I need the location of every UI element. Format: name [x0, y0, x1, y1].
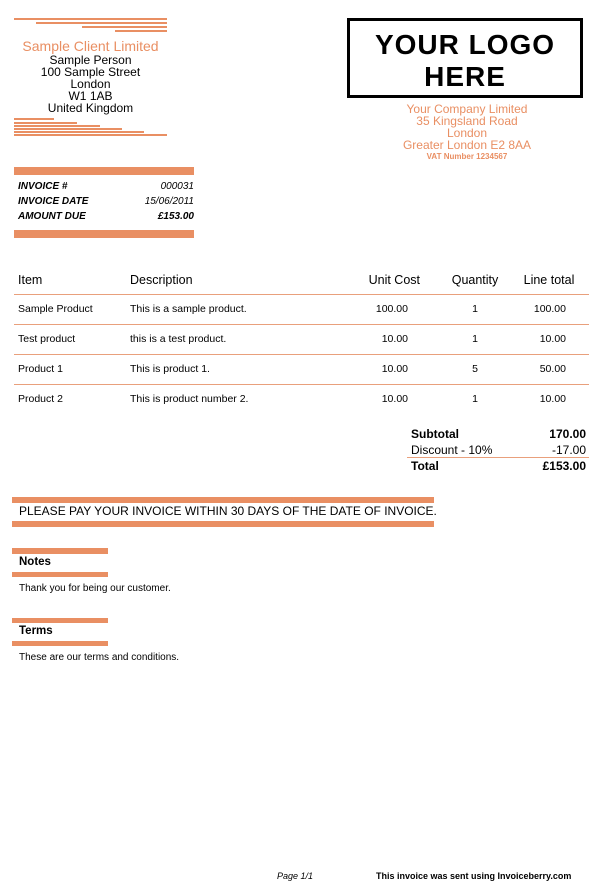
company-address: Your Company Limited 35 Kingsland Road L… — [347, 103, 587, 163]
vat-number: VAT Number 1234567 — [426, 152, 508, 161]
terms-title: Terms — [19, 625, 53, 637]
cell-unit-cost: 10.00 — [381, 333, 408, 345]
client-line: 100 Sample Street — [40, 65, 141, 79]
client-line: Sample Person — [49, 53, 132, 67]
cell-description: this is a test product. — [130, 333, 227, 345]
header-description: Description — [130, 273, 193, 287]
cell-item: Sample Product — [18, 303, 93, 315]
cell-line-total: 50.00 — [539, 363, 566, 375]
cell-description: This is product number 2. — [130, 393, 249, 405]
cell-unit-cost: 10.00 — [381, 363, 408, 375]
cell-line-total: 10.00 — [539, 333, 566, 345]
company-logo: YOUR LOGO HERE — [347, 18, 583, 98]
notes-title: Notes — [19, 556, 51, 568]
invoice-number-value: 000031 — [160, 181, 194, 192]
amount-due-label: AMOUNT DUE — [18, 211, 86, 222]
row-divider — [14, 294, 589, 295]
header-unit-cost: Unit Cost — [368, 273, 420, 287]
cell-line-total: 10.00 — [539, 393, 566, 405]
client-line: London — [70, 77, 111, 91]
cell-item: Test product — [18, 333, 76, 345]
payment-notice: PLEASE PAY YOUR INVOICE WITHIN 30 DAYS O… — [19, 504, 437, 518]
header-quantity: Quantity — [451, 273, 499, 287]
invoice-info-bar-bottom — [14, 230, 194, 238]
company-line: London — [446, 126, 488, 140]
company-line: Your Company Limited — [406, 102, 528, 116]
header-line-total: Line total — [523, 273, 575, 287]
footer-sent-using: This invoice was sent using Invoiceberry… — [376, 871, 572, 881]
logo-text: YOUR LOGO — [374, 29, 556, 60]
company-line: 35 Kingsland Road — [416, 114, 518, 128]
cell-item: Product 2 — [18, 393, 63, 405]
notes-text: Thank you for being our customer. — [19, 583, 171, 594]
subtotal-label: Subtotal — [411, 427, 459, 441]
amount-due-row: AMOUNT DUE £153.00 — [18, 211, 194, 222]
company-line: Greater London E2 8AA — [402, 138, 532, 152]
cell-quantity: 1 — [472, 303, 478, 315]
cell-line-total: 100.00 — [533, 303, 566, 315]
notice-bar-bottom — [12, 521, 434, 527]
cell-description: This is a sample product. — [130, 303, 247, 315]
notes-bar-bottom — [12, 572, 108, 577]
notice-bar-top — [12, 497, 434, 503]
terms-bar-bottom — [12, 641, 108, 646]
invoice-date-value: 15/06/2011 — [144, 196, 194, 207]
discount-value: -17.00 — [551, 443, 586, 457]
client-line: W1 1AB — [68, 89, 113, 103]
subtotal-value: 170.00 — [549, 427, 586, 441]
cell-quantity: 5 — [472, 363, 478, 375]
totals-divider — [407, 457, 589, 458]
cell-description: This is product 1. — [130, 363, 210, 375]
header-item: Item — [18, 273, 43, 287]
notes-bar-top — [12, 548, 108, 554]
cell-unit-cost: 10.00 — [381, 393, 408, 405]
total-value: £153.00 — [542, 459, 586, 473]
client-address: Sample Client Limited Sample Person 100 … — [14, 38, 167, 114]
invoice-info-bar-top — [14, 167, 194, 175]
terms-text: These are our terms and conditions. — [19, 652, 180, 663]
invoice-date-row: INVOICE DATE 15/06/2011 — [18, 196, 194, 207]
cell-unit-cost: 100.00 — [375, 303, 408, 315]
row-divider — [14, 354, 589, 355]
logo-text: HERE — [424, 61, 506, 92]
total-label: Total — [411, 459, 439, 473]
client-name: Sample Client Limited — [22, 38, 159, 54]
cell-item: Product 1 — [18, 363, 63, 375]
invoice-number-row: INVOICE # 000031 — [18, 181, 194, 192]
cell-quantity: 1 — [472, 333, 478, 345]
client-line: United Kingdom — [47, 101, 134, 115]
amount-due-value: £153.00 — [157, 211, 194, 222]
discount-label: Discount - 10% — [411, 443, 493, 457]
terms-bar-top — [12, 618, 108, 623]
invoice-number-label: INVOICE # — [18, 181, 68, 192]
page-number: Page 1/1 — [277, 871, 314, 881]
cell-quantity: 1 — [472, 393, 478, 405]
invoice-date-label: INVOICE DATE — [18, 196, 89, 207]
row-divider — [14, 324, 589, 325]
row-divider — [14, 384, 589, 385]
